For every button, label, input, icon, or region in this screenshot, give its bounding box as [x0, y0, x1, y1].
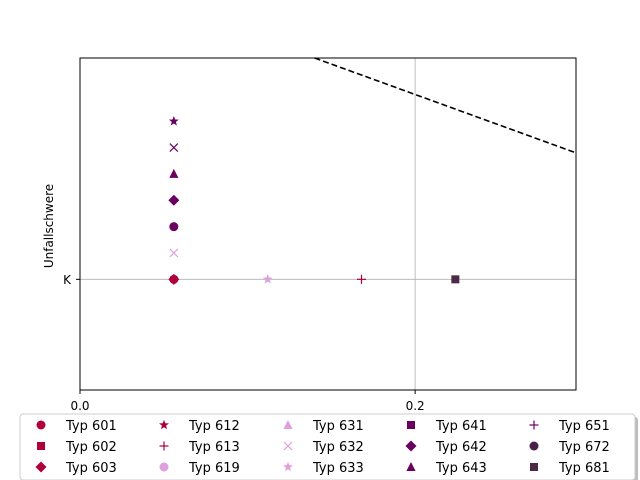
legend-marker — [529, 420, 539, 430]
legend-label: Typ 651 — [558, 419, 610, 434]
dashed-reference-line — [314, 57, 577, 154]
legend-label: Typ 631 — [312, 419, 364, 434]
data-point — [357, 274, 367, 284]
y-axis-title: Unfallschwere — [42, 184, 56, 268]
legend-marker — [283, 441, 293, 451]
data-points-layer — [168, 116, 460, 285]
reference-line-layer — [314, 57, 577, 154]
legend-label: Typ 633 — [312, 461, 364, 476]
legend-marker — [35, 461, 47, 473]
legend-marker — [37, 442, 45, 450]
legend-entry: Typ 612 — [159, 419, 240, 434]
ticks-layer: 0.0 0.2 K — [63, 273, 425, 413]
legend-entry: Typ 631 — [283, 419, 364, 434]
legend-label: Typ 603 — [65, 461, 117, 476]
data-point — [168, 273, 180, 285]
legend-marker — [283, 461, 293, 472]
y-tick-label: K — [63, 273, 72, 287]
legend-box — [19, 413, 636, 480]
legend-label: Typ 613 — [188, 440, 240, 455]
legend-marker — [159, 419, 169, 430]
x-tick-label: 0.0 — [70, 399, 89, 413]
legend: Typ 601 Typ 602 Typ 603 Typ 612 Typ 613 Typ 6… — [19, 413, 638, 480]
legend-marker — [36, 420, 46, 430]
data-point — [169, 222, 179, 232]
plot-area-frame — [79, 57, 577, 391]
legend-entry: Typ 632 — [283, 440, 364, 455]
legend-marker — [159, 462, 169, 472]
legend-entry: Typ 672 — [529, 440, 610, 455]
legend-entry: Typ 681 — [530, 461, 610, 476]
legend-marker — [407, 421, 415, 429]
legend-entry: Typ 602 — [37, 440, 117, 455]
legend-label: Typ 641 — [435, 419, 487, 434]
legend-label: Typ 601 — [65, 419, 117, 434]
legend-label: Typ 681 — [558, 461, 610, 476]
legend-marker — [159, 441, 169, 451]
legend-label: Typ 642 — [435, 440, 487, 455]
legend-label: Typ 602 — [65, 440, 117, 455]
legend-entry: Typ 613 — [159, 440, 240, 455]
data-point — [169, 143, 179, 153]
legend-label: Typ 643 — [435, 461, 487, 476]
legend-label: Typ 612 — [188, 419, 240, 434]
legend-entry: Typ 643 — [406, 461, 487, 476]
data-point — [262, 274, 273, 284]
legend-entry: Typ 619 — [159, 461, 240, 476]
legend-entry: Typ 651 — [529, 419, 610, 434]
legend-marker — [406, 462, 416, 471]
data-point — [169, 248, 179, 258]
data-point — [168, 116, 179, 126]
legend-entry: Typ 603 — [35, 461, 117, 476]
data-point — [169, 168, 179, 178]
data-point — [451, 275, 460, 284]
legend-marker — [283, 420, 293, 429]
legend-label: Typ 619 — [188, 461, 240, 476]
legend-entry: Typ 633 — [283, 461, 364, 476]
legend-marker — [529, 441, 539, 451]
legend-entry: Typ 601 — [36, 419, 117, 434]
legend-label: Typ 672 — [558, 440, 610, 455]
legend-label: Typ 632 — [312, 440, 364, 455]
legend-entry: Typ 642 — [405, 440, 487, 455]
data-point — [168, 194, 180, 206]
legend-items: Typ 601 Typ 602 Typ 603 Typ 612 Typ 613 Typ 6… — [35, 419, 610, 476]
x-tick-label: 0.2 — [406, 399, 425, 413]
legend-marker — [405, 440, 417, 452]
legend-marker — [530, 463, 538, 471]
grid-layer — [80, 58, 576, 390]
legend-entry: Typ 641 — [407, 419, 487, 434]
